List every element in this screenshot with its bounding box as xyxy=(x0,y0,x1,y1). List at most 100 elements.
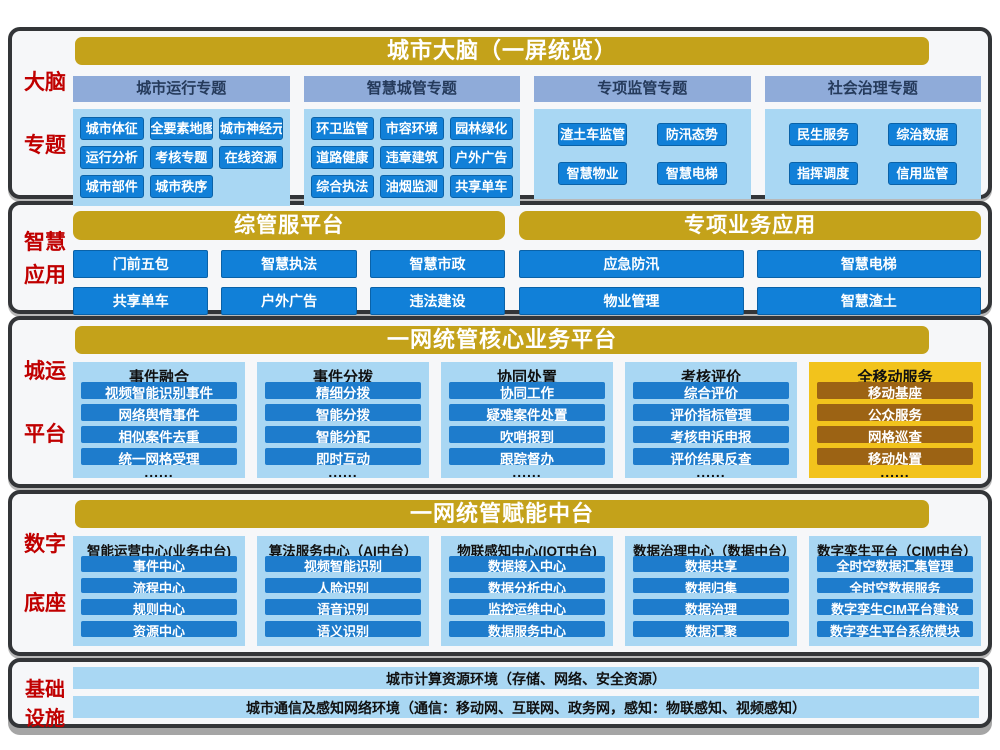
topic-button[interactable]: 综合执法 xyxy=(310,175,374,198)
topic-button[interactable]: 户外广告 xyxy=(449,146,513,169)
core-button[interactable]: 统一网格受理 xyxy=(81,448,237,465)
topic-button[interactable]: 运行分析 xyxy=(80,146,144,169)
platform-button[interactable]: 数字孪生平台系统模块 xyxy=(817,621,973,637)
topic-button[interactable]: 在线资源 xyxy=(219,146,283,169)
core-button[interactable]: 精细分拨 xyxy=(265,382,421,400)
core-button[interactable]: 吹哨报到 xyxy=(449,426,605,444)
topic-button[interactable]: 全要素地图 xyxy=(149,117,213,140)
topic-button[interactable]: 城市神经元 xyxy=(219,117,283,140)
topic-button[interactable]: 指挥调度 xyxy=(788,162,858,185)
app-button[interactable]: 智慧执法 xyxy=(221,250,357,278)
topic-button[interactable]: 信用监管 xyxy=(887,162,957,185)
core-button[interactable]: 移动处置 xyxy=(817,448,973,465)
core-button[interactable]: 即时互动 xyxy=(265,448,421,465)
ellipsis: ...... xyxy=(144,463,174,480)
topic-button[interactable]: 城市部件 xyxy=(80,175,144,198)
infra-side-label: 基础 设施 xyxy=(17,667,73,730)
core-button[interactable]: 评价结果反查 xyxy=(633,448,789,465)
topic-button[interactable]: 渣土车监管 xyxy=(558,123,628,146)
app-button[interactable]: 门前五包 xyxy=(73,250,209,278)
core-button[interactable]: 智能分配 xyxy=(265,426,421,444)
panel-enabling-middle-platform: 数字 底座 一网统管赋能中台 智能运营中心(业务中台) 事件中心 流程中心 规则… xyxy=(8,490,992,656)
platform-button[interactable]: 数据治理 xyxy=(633,599,789,616)
core-button[interactable]: 协同工作 xyxy=(449,382,605,400)
app-group-special-business: 专项业务应用 应急防汛 智慧电梯 物业管理 智慧渣土 xyxy=(519,210,981,315)
topic-button[interactable]: 防汛态势 xyxy=(657,123,727,146)
topic-button[interactable]: 违章建筑 xyxy=(380,146,444,169)
core-button[interactable]: 综合评价 xyxy=(633,382,789,400)
core-column-title: 考核评价 xyxy=(680,369,741,383)
topic-button[interactable]: 共享单车 xyxy=(449,175,513,198)
topic-button[interactable]: 油烟监测 xyxy=(380,175,444,198)
core-column-assessment: 考核评价 综合评价 评价指标管理 考核申诉申报 评价结果反查 ...... xyxy=(625,362,797,479)
platform-side-label: 数字 底座 xyxy=(17,499,73,646)
topic-button[interactable]: 环卫监管 xyxy=(310,117,374,140)
core-side-label: 城运 平台 xyxy=(17,325,73,478)
topic-button[interactable]: 智慧物业 xyxy=(558,162,628,185)
platform-button[interactable]: 规则中心 xyxy=(81,599,237,616)
platform-button[interactable]: 数据服务中心 xyxy=(449,621,605,637)
platform-column-data-governance: 数据治理中心（数据中台） 数据共享 数据归集 数据治理 数据汇聚 xyxy=(625,536,797,646)
core-button[interactable]: 跟踪督办 xyxy=(449,448,605,465)
core-button[interactable]: 移动基座 xyxy=(817,382,973,400)
platform-button[interactable]: 数据共享 xyxy=(633,555,789,572)
core-button[interactable]: 评价指标管理 xyxy=(633,404,789,422)
platform-column-title: 数字孪生平台（CIM中台） xyxy=(817,544,973,556)
platform-button[interactable]: 全时空数据服务 xyxy=(817,577,973,594)
core-button[interactable]: 智能分拨 xyxy=(265,404,421,422)
core-button[interactable]: 疑难案件处置 xyxy=(449,404,605,422)
topic-group-title: 专项监管专题 xyxy=(534,76,751,102)
core-button[interactable]: 公众服务 xyxy=(817,404,973,422)
panel-brain-topics: 大脑 专题 城市大脑（一屏统览） 城市运行专题 城市体征 全要素地图 城市神经元… xyxy=(8,27,992,206)
app-button[interactable]: 违法建设 xyxy=(369,287,506,315)
core-column-title: 事件分拨 xyxy=(312,369,373,383)
brain-header-bar: 城市大脑（一屏统览） xyxy=(75,37,929,65)
platform-button[interactable]: 语音识别 xyxy=(265,599,421,616)
side-label-line: 数字 xyxy=(24,532,66,556)
app-button[interactable]: 物业管理 xyxy=(519,287,744,315)
app-button[interactable]: 智慧市政 xyxy=(369,250,506,278)
platform-button[interactable]: 人脸识别 xyxy=(265,577,421,594)
platform-button[interactable]: 资源中心 xyxy=(81,621,237,637)
topic-button[interactable]: 考核专题 xyxy=(149,146,213,169)
core-column-title: 事件融合 xyxy=(128,369,189,383)
side-label-line: 设施 xyxy=(25,708,65,730)
core-button[interactable]: 考核申诉申报 xyxy=(633,426,789,444)
ellipsis: ...... xyxy=(328,463,358,480)
platform-button[interactable]: 流程中心 xyxy=(81,577,237,594)
platform-button[interactable]: 语义识别 xyxy=(265,621,421,637)
topic-button[interactable]: 综治数据 xyxy=(887,123,957,146)
platform-button[interactable]: 数据归集 xyxy=(633,577,789,594)
app-button[interactable]: 智慧电梯 xyxy=(756,250,981,278)
platform-button[interactable]: 监控运维中心 xyxy=(449,599,605,616)
app-button[interactable]: 应急防汛 xyxy=(519,250,744,278)
app-group-comprehensive-platform: 综管服平台 门前五包 智慧执法 智慧市政 共享单车 户外广告 违法建设 xyxy=(73,210,506,315)
platform-button[interactable]: 视频智能识别 xyxy=(265,555,421,572)
topic-button[interactable]: 市容环境 xyxy=(380,117,444,140)
topic-button[interactable]: 园林绿化 xyxy=(449,117,513,140)
platform-column-title: 数据治理中心（数据中台） xyxy=(633,544,789,556)
platform-button[interactable]: 数据分析中心 xyxy=(449,577,605,594)
side-label-line: 应用 xyxy=(24,263,66,287)
core-button[interactable]: 视频智能识别事件 xyxy=(81,382,237,400)
topic-button[interactable]: 民生服务 xyxy=(788,123,858,146)
core-header-bar: 一网统管核心业务平台 xyxy=(75,326,929,354)
platform-button[interactable]: 数字孪生CIM平台建设 xyxy=(817,599,973,616)
ellipsis: ...... xyxy=(880,463,910,480)
core-button[interactable]: 相似案件去重 xyxy=(81,426,237,444)
platform-button[interactable]: 数据接入中心 xyxy=(449,555,605,572)
app-button[interactable]: 户外广告 xyxy=(221,287,357,315)
app-button[interactable]: 智慧渣土 xyxy=(756,287,981,315)
core-button[interactable]: 网格巡查 xyxy=(817,426,973,444)
topic-button[interactable]: 城市秩序 xyxy=(149,175,213,198)
topic-group-title: 智慧城管专题 xyxy=(303,76,520,102)
topic-button[interactable]: 城市体征 xyxy=(80,117,144,140)
app-button[interactable]: 共享单车 xyxy=(73,287,209,315)
topic-button[interactable]: 道路健康 xyxy=(310,146,374,169)
core-button[interactable]: 网络舆情事件 xyxy=(81,404,237,422)
platform-button[interactable]: 全时空数据汇集管理 xyxy=(817,555,973,572)
topic-group-social-governance: 社会治理专题 民生服务 综治数据 指挥调度 信用监管 xyxy=(764,76,981,199)
topic-button[interactable]: 智慧电梯 xyxy=(657,162,727,185)
platform-button[interactable]: 数据汇聚 xyxy=(633,621,789,637)
platform-button[interactable]: 事件中心 xyxy=(81,555,237,572)
